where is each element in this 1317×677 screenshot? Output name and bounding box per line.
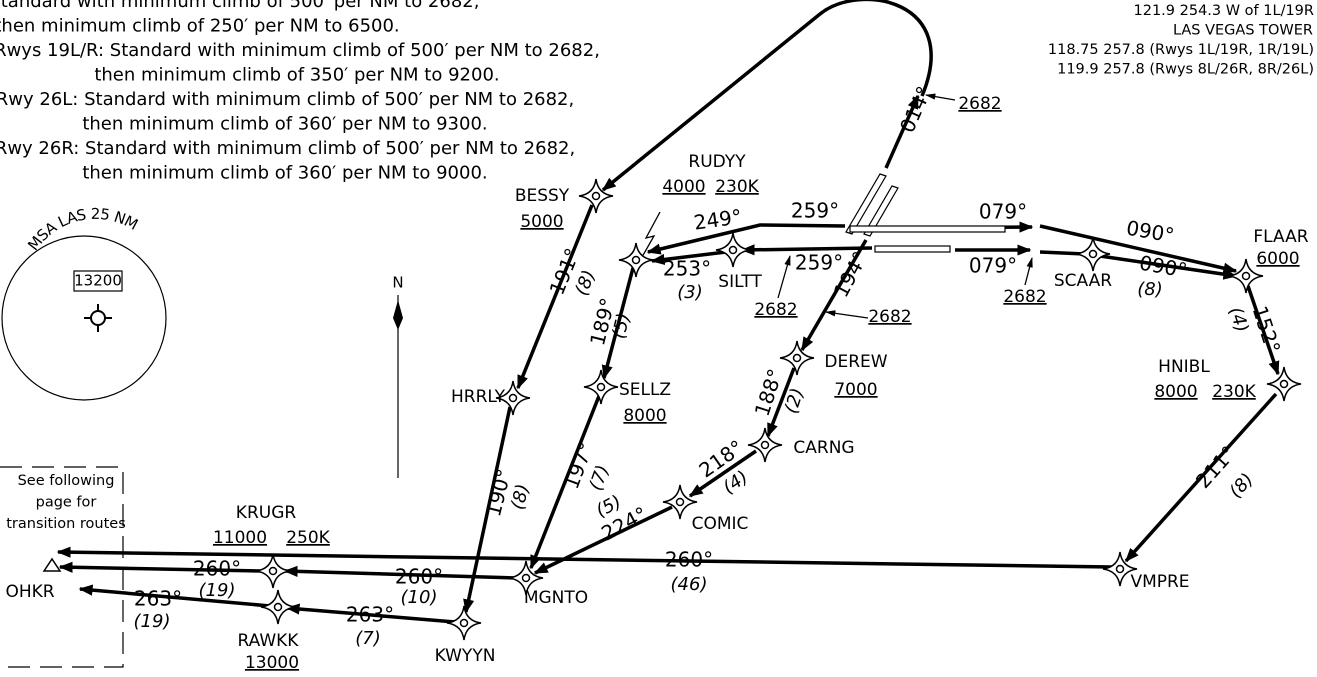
waypoint-center [459,618,469,628]
waypoint-name: FLAAR [1253,227,1308,247]
leg-course: 263° [134,587,182,611]
waypoint-center [268,566,278,576]
waypoint-speed: 230K [1212,382,1256,402]
transition-note: page for [36,495,97,511]
frequency: 118.75 257.8 (Rwys 1L/19R, 1R/19L) [1048,42,1314,58]
climb-note: Rwy 26R: Standard with minimum climb of … [0,138,575,159]
frequency: 121.9 254.3 W of 1L/19R [1134,3,1315,19]
leg-distance: (8) [1225,469,1258,502]
leg-course: 260° [193,557,241,581]
waypoint-altitude: 8000 [1154,382,1197,402]
leg-distance: (3) [677,282,703,303]
climb-note: then minimum climb of 350′ per NM to 920… [94,65,499,86]
crossing-altitude: 2682 [868,307,911,327]
leg-distance: (19) [134,611,171,632]
transition-note: transition routes [6,516,126,532]
waypoint-speed: 230K [715,177,759,197]
climb-note: Rwy 8R: Standard with minimum climb of 5… [0,0,479,12]
waypoint-name: COMIC [692,514,749,534]
waypoint-name: RAWKK [238,631,300,651]
waypoint-speed: 250K [286,528,330,548]
waypoint-name: DEREW [824,352,887,372]
leg-course: 079° [979,200,1027,224]
climb-note: then minimum climb of 360′ per NM to 900… [82,163,487,184]
climb-note: Rwy 26L: Standard with minimum climb of … [0,89,574,110]
waypoint-center [1115,564,1125,574]
climb-note: then minimum climb of 250′ per NM to 650… [0,16,400,37]
waypoint-name: SILTT [718,272,762,292]
waypoint-center [521,573,531,583]
crossing-altitude: 2682 [754,300,797,320]
waypoint-name: SCAAR [1054,271,1112,291]
leg-distance: (10) [401,587,438,608]
waypoint-name: MGNTO [524,588,588,608]
msa-altitude: 13200 [74,272,122,290]
waypoint-name: VMPRE [1130,572,1189,592]
waypoint-center [728,245,738,255]
waypoint-altitude: 7000 [834,380,877,400]
leg-course: 152° [1248,303,1286,356]
leg-distance: (46) [671,574,708,595]
leg-course: 079° [969,254,1017,278]
climb-note: Rwys 19L/R: Standard with minimum climb … [0,40,600,61]
crossing-altitude: 2682 [958,94,1001,114]
leg-course: 260° [395,565,443,589]
waypoint-center [508,393,518,403]
north-label: N [392,274,403,292]
waypoint-altitude: 11000 [213,528,267,548]
waypoint-name: KRUGR [236,503,297,523]
leg-course: 260° [665,548,713,572]
waypoint-name: HRRLY [451,387,506,407]
waypoint-center [675,497,685,507]
leg-course: 259° [795,251,843,275]
leg-distance: (8) [1137,279,1163,300]
waypoint-name: BESSY [515,186,570,206]
waypoint-altitude: 6000 [1256,249,1299,269]
leg-course: 090° [1124,216,1176,248]
leg-distance: (7) [355,628,381,649]
leg-course: 014° [895,82,937,136]
waypoint-altitude: 13000 [245,653,299,673]
waypoint-center [1088,249,1098,259]
waypoint-altitude: 4000 [662,177,705,197]
leg-course: 263° [346,603,394,627]
waypoint-name: CARNG [793,438,854,458]
waypoint-center [1279,379,1289,389]
transition-note: See following [18,473,115,489]
runways [845,173,1006,253]
waypoint-center [591,191,601,201]
waypoint-center [1241,271,1251,281]
waypoint-center [273,602,283,612]
north-arrow [393,295,403,478]
waypoint-altitude: 8000 [623,406,666,426]
leg-course: 188° [750,366,788,419]
waypoint-name: HNIBL [1158,357,1210,377]
climb-note: then minimum climb of 360′ per NM to 930… [82,114,487,135]
frequency: 119.9 257.8 (Rwys 8L/26R, 8R/26L) [1057,62,1314,78]
waypoint-name: SELLZ [619,380,671,400]
waypoint-center [792,353,802,363]
waypoint-center [596,382,606,392]
msa-circle [1,235,167,401]
waypoint-center [631,255,641,265]
waypoint-center [760,440,770,450]
ohkr-triangle [42,557,62,572]
transition-box [0,466,124,668]
leg-distance: (19) [199,580,236,601]
leg-course: 253° [663,257,711,281]
crossing-altitude: 2682 [1003,287,1046,307]
waypoint-name: OHKR [5,582,54,602]
leg-course: 259° [791,199,839,223]
waypoint-altitude: 5000 [520,212,563,232]
leg-course: 090° [1137,251,1189,283]
waypoint-name: KWYYN [435,646,496,666]
frequency: LAS VEGAS TOWER [1173,23,1313,39]
waypoint-name: RUDYY [688,152,746,172]
